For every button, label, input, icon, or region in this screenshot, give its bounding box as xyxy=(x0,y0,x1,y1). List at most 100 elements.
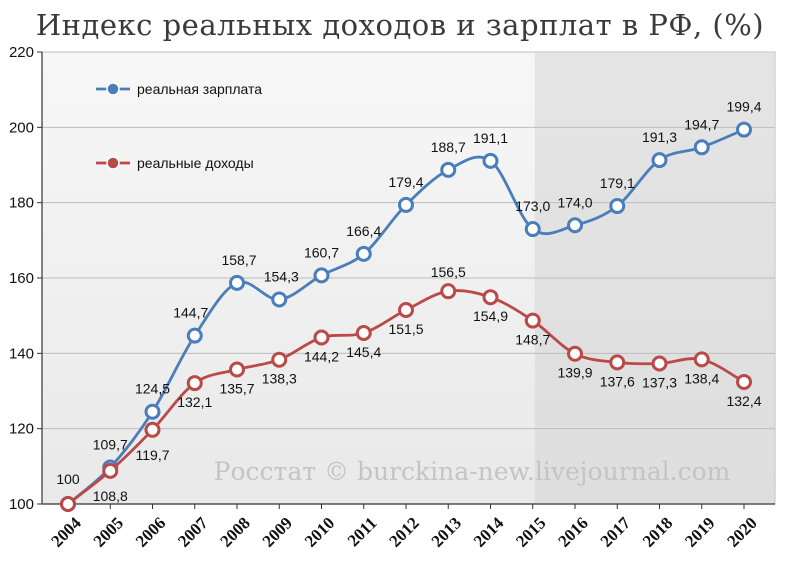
data-label: 145,4 xyxy=(346,344,381,360)
data-label: 191,3 xyxy=(642,129,677,145)
data-label: 144,7 xyxy=(173,305,208,321)
x-tick-label: 2018 xyxy=(639,513,676,550)
data-label: 132,1 xyxy=(177,394,212,410)
data-point xyxy=(229,361,245,378)
data-label: 191,1 xyxy=(473,130,508,146)
x-tick-label: 2013 xyxy=(428,513,465,550)
data-point xyxy=(651,152,668,169)
data-label: 194,7 xyxy=(684,116,719,132)
x-tick-label: 2005 xyxy=(90,513,127,550)
data-point xyxy=(693,351,710,368)
series-layer xyxy=(60,121,752,512)
data-label: 179,1 xyxy=(600,175,635,191)
data-label: 135,7 xyxy=(219,381,254,397)
data-point xyxy=(186,375,203,392)
data-label: 148,7 xyxy=(515,332,550,348)
watermark: Росстат © burckina-new.livejournal.com xyxy=(214,457,731,486)
data-label: 188,7 xyxy=(431,139,466,155)
data-labels-layer: 109,7 124,5 144,7 158,7 154,3 160,7 166,4 179,4… xyxy=(56,99,761,504)
y-tick-label: 220 xyxy=(9,44,34,61)
data-label: 124,5 xyxy=(135,381,170,397)
data-point xyxy=(398,302,414,319)
x-tick-label: 2014 xyxy=(470,513,508,551)
data-label: 109,7 xyxy=(93,436,128,452)
x-tick-label: 2004 xyxy=(47,513,85,551)
legend-marker xyxy=(106,82,120,96)
data-label: 137,6 xyxy=(600,373,635,389)
data-point xyxy=(271,351,288,368)
data-point xyxy=(609,198,626,215)
data-label: 139,9 xyxy=(557,365,592,381)
x-tick-label: 2008 xyxy=(216,513,253,550)
data-label: 158,7 xyxy=(221,252,256,268)
data-point xyxy=(524,312,541,329)
legend-label: реальная зарплата xyxy=(137,81,262,97)
data-point xyxy=(144,421,161,438)
data-point xyxy=(482,152,499,169)
data-label: 108,8 xyxy=(93,488,128,504)
x-tick-label: 2016 xyxy=(554,513,591,550)
legend-item-0: реальная зарплата xyxy=(96,81,262,97)
data-label: 154,9 xyxy=(473,308,508,324)
data-point xyxy=(186,327,203,344)
data-point xyxy=(398,196,414,213)
data-label: 138,4 xyxy=(684,370,719,386)
y-tick-label: 140 xyxy=(9,345,34,362)
data-point xyxy=(313,329,330,346)
data-point xyxy=(524,221,541,238)
data-point xyxy=(313,267,330,284)
data-point xyxy=(440,283,457,300)
data-point xyxy=(271,291,288,308)
y-tick-label: 100 xyxy=(9,496,34,513)
data-label: 173,0 xyxy=(515,198,550,214)
data-point xyxy=(440,161,457,178)
x-tick-label: 2007 xyxy=(174,513,212,551)
data-label: 154,3 xyxy=(264,268,299,284)
y-tick-label: 160 xyxy=(9,270,34,287)
x-tick-label: 2015 xyxy=(512,513,549,550)
x-tick-label: 2010 xyxy=(301,513,338,550)
x-tick-label: 2006 xyxy=(132,513,169,550)
data-label: 160,7 xyxy=(304,244,339,260)
data-label: 179,4 xyxy=(388,174,423,190)
data-label: 119,7 xyxy=(136,447,170,463)
y-tick-label: 180 xyxy=(9,195,34,212)
y-tick-label: 200 xyxy=(9,119,34,136)
y-tick-label: 120 xyxy=(9,421,34,438)
data-point xyxy=(736,121,752,138)
data-label: 138,3 xyxy=(262,371,297,387)
chart-title: Индекс реальных доходов и зарплат в РФ, … xyxy=(35,8,765,42)
data-label: 100 xyxy=(56,471,80,487)
data-point xyxy=(355,324,372,341)
data-label: 132,4 xyxy=(726,393,761,409)
data-point xyxy=(229,274,245,291)
y-axis-ticks: 100 120 140 160 180 200 220 xyxy=(9,44,42,513)
legend-label: реальные доходы xyxy=(137,155,254,171)
data-point xyxy=(651,355,668,372)
x-tick-label: 2012 xyxy=(385,513,422,550)
legend: реальная зарплата реальные доходы xyxy=(96,81,262,171)
x-tick-label: 2009 xyxy=(259,513,296,550)
data-point xyxy=(736,373,752,390)
x-tick-label: 2020 xyxy=(723,513,760,550)
data-point xyxy=(102,462,119,479)
x-axis-ticks: 2004 2005 2006 2007 2008 2009 2010 2011 2012 2013… xyxy=(47,504,761,551)
data-point xyxy=(144,403,161,420)
data-point xyxy=(567,217,583,234)
legend-item-1: реальные доходы xyxy=(96,155,254,171)
data-label: 151,5 xyxy=(388,321,423,337)
data-point xyxy=(567,345,583,362)
x-tick-label: 2019 xyxy=(681,513,718,550)
data-point xyxy=(482,289,499,306)
series-1 xyxy=(60,283,752,512)
x-tick-label: 2011 xyxy=(344,513,381,550)
data-point xyxy=(355,245,372,262)
data-label: 144,2 xyxy=(304,349,339,365)
legend-marker xyxy=(106,156,120,170)
data-label: 137,3 xyxy=(642,375,677,391)
data-label: 156,5 xyxy=(431,264,466,280)
data-point xyxy=(693,139,710,156)
data-point xyxy=(60,496,76,512)
x-tick-label: 2017 xyxy=(597,513,635,551)
